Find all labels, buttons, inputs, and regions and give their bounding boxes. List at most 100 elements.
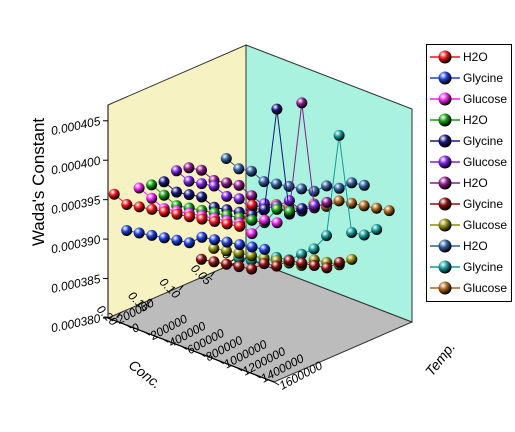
legend-item: H2O xyxy=(427,175,513,193)
legend-swatch xyxy=(430,113,460,127)
data-point xyxy=(133,201,145,213)
x-tick xyxy=(116,312,121,318)
legend-marker xyxy=(438,239,452,253)
legend-label: Glucose xyxy=(463,92,508,106)
data-point xyxy=(133,182,145,194)
chart-legend: H2O Glycine Glucose H2O Glycine Glucose H2O Gly… xyxy=(426,44,512,302)
y-tick-label: 0.000390 xyxy=(50,232,102,256)
legend-swatch xyxy=(430,239,460,253)
data-point xyxy=(195,253,207,265)
data-point xyxy=(271,260,283,272)
data-point xyxy=(196,191,208,203)
legend-marker xyxy=(438,176,452,190)
data-point xyxy=(284,206,296,218)
data-point xyxy=(321,262,333,274)
z-tick xyxy=(236,367,243,372)
data-point xyxy=(358,229,370,241)
legend-marker xyxy=(438,260,452,274)
data-point xyxy=(221,190,233,202)
legend-item: Glucose xyxy=(427,280,513,298)
data-point xyxy=(196,231,208,243)
legend-label: H2O xyxy=(463,113,488,127)
data-point xyxy=(283,195,295,207)
data-point xyxy=(246,263,258,275)
data-point xyxy=(171,234,183,246)
data-point xyxy=(296,97,308,109)
data-point xyxy=(321,196,333,208)
legend-marker xyxy=(438,134,452,148)
y-axis-title: Wada's Constant xyxy=(29,118,48,247)
legend-item: Glucose xyxy=(427,154,513,172)
legend-swatch xyxy=(430,176,460,190)
data-point xyxy=(234,239,246,251)
legend-item: Glycine xyxy=(427,70,513,88)
legend-label: Glucose xyxy=(463,155,508,169)
data-point xyxy=(258,176,270,188)
data-point xyxy=(358,200,370,212)
data-point xyxy=(246,214,258,226)
legend-marker xyxy=(438,50,452,64)
x-tick xyxy=(178,284,184,291)
data-point xyxy=(333,129,345,141)
data-point xyxy=(245,165,257,177)
x-axis-title: Conc. xyxy=(126,356,165,391)
z-tick xyxy=(107,317,114,322)
data-point xyxy=(333,195,345,207)
x-tick xyxy=(210,271,216,277)
series-6 xyxy=(171,165,320,217)
z-tick xyxy=(218,360,224,365)
legend-item: Glycine xyxy=(427,259,513,277)
data-point xyxy=(308,260,320,271)
data-point xyxy=(259,243,271,255)
legend-swatch xyxy=(430,134,460,148)
data-point xyxy=(246,228,258,240)
data-point xyxy=(258,203,270,215)
data-point xyxy=(146,179,158,191)
data-point xyxy=(171,165,182,177)
data-point xyxy=(308,185,320,197)
legend-swatch xyxy=(430,260,460,274)
data-point xyxy=(358,179,370,191)
data-point xyxy=(221,236,233,248)
data-point xyxy=(196,164,207,176)
legend-marker xyxy=(438,113,452,127)
data-point xyxy=(108,188,120,200)
legend-swatch xyxy=(430,281,460,295)
data-point xyxy=(271,217,283,229)
data-point xyxy=(296,257,308,269)
data-point xyxy=(346,177,358,189)
data-point xyxy=(308,243,320,255)
data-point xyxy=(196,178,208,190)
data-point xyxy=(208,256,220,268)
z-tick xyxy=(126,324,132,329)
data-point xyxy=(171,186,183,198)
z-tick xyxy=(163,338,169,343)
z-axis-base xyxy=(107,317,275,383)
data-point xyxy=(196,213,208,225)
legend-swatch xyxy=(430,50,460,64)
data-point xyxy=(221,218,233,230)
legend-marker xyxy=(438,92,452,106)
y-tick-label: 0.000395 xyxy=(50,193,102,217)
data-point xyxy=(146,229,158,241)
series-1 xyxy=(108,188,258,232)
data-point xyxy=(184,211,195,223)
data-point xyxy=(183,189,195,201)
data-point xyxy=(283,255,295,267)
data-point xyxy=(371,224,383,235)
legend-marker xyxy=(438,71,452,85)
legend-swatch xyxy=(430,92,460,106)
data-point xyxy=(246,190,258,202)
data-point xyxy=(296,183,307,195)
legend-label: H2O xyxy=(463,239,488,253)
data-point xyxy=(259,214,271,226)
data-point xyxy=(158,176,170,188)
data-point xyxy=(146,192,158,204)
legend-item: H2O xyxy=(427,238,513,256)
data-point xyxy=(221,177,233,189)
data-point xyxy=(209,234,220,246)
legend-label: Glucose xyxy=(463,281,508,295)
data-point xyxy=(234,220,246,232)
legend-marker xyxy=(438,218,452,232)
